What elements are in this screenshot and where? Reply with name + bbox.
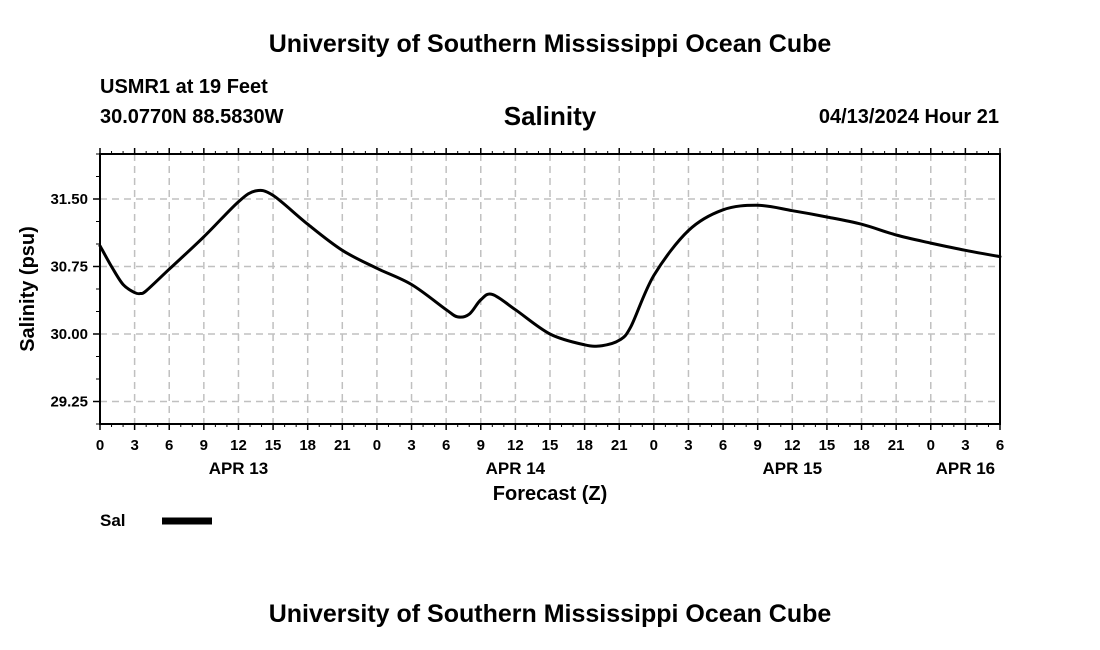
x-tick-label: 0 [373,437,381,454]
date-label: APR 13 [209,459,269,478]
x-axis-label: Forecast (Z) [493,483,607,505]
x-tick-label: 0 [650,437,658,454]
x-tick-label: 6 [442,437,450,454]
x-tick-label: 3 [407,437,415,454]
legend: Sal [100,511,212,530]
x-tick-label: 15 [819,437,836,454]
x-tick-label: 18 [299,437,316,454]
x-tick-label: 15 [542,437,559,454]
y-tick-label: 31.50 [50,191,88,208]
date-label: APR 16 [936,459,996,478]
y-tick-label: 29.25 [50,394,88,411]
station-label: USMR1 at 19 Feet [100,76,268,98]
x-tick-label: 21 [334,437,351,454]
x-tick-label: 9 [477,437,485,454]
x-tick-label: 12 [784,437,801,454]
x-tick-label: 6 [996,437,1004,454]
x-tick-label: 6 [719,437,727,454]
y-axis: 29.25 30.00 30.75 31.50 [50,191,100,411]
date-labels: APR 13 APR 14 APR 15 APR 16 [209,459,995,478]
x-axis: 0 3 6 9 12 15 18 21 0 3 6 9 12 15 18 21 0 3 6 9 12 15 18 21 0 3 6 [96,148,1004,454]
coordinates-label: 30.0770N 88.5830W [100,106,284,128]
x-tick-label: 3 [130,437,138,454]
series-line-sal [98,188,1002,348]
x-tick-label: 15 [265,437,282,454]
x-tick-label: 21 [888,437,905,454]
legend-label-sal: Sal [100,511,126,530]
x-tick-label: 3 [684,437,692,454]
footer-title: University of Southern Mississippi Ocean… [268,600,832,628]
x-tick-label: 9 [200,437,208,454]
y-tick-label: 30.00 [50,326,88,343]
minor-ticks [96,151,989,427]
x-tick-label: 9 [754,437,762,454]
x-tick-label: 12 [507,437,524,454]
x-tick-label: 3 [961,437,969,454]
forecast-datetime: 04/13/2024 Hour 21 [818,106,999,128]
x-tick-label: 0 [927,437,935,454]
chart-title: Salinity [503,101,597,131]
y-tick-label: 30.75 [50,259,88,276]
x-tick-label: 21 [611,437,628,454]
x-tick-label: 18 [576,437,593,454]
x-tick-label: 18 [853,437,870,454]
x-tick-label: 12 [230,437,247,454]
grid-lines [100,154,1000,424]
y-axis-label: Salinity (psu) [17,226,39,352]
x-tick-label: 6 [165,437,173,454]
x-tick-label: 0 [96,437,104,454]
date-label: APR 15 [763,459,823,478]
date-label: APR 14 [486,459,546,478]
page-title: University of Southern Mississippi Ocean… [268,30,832,58]
